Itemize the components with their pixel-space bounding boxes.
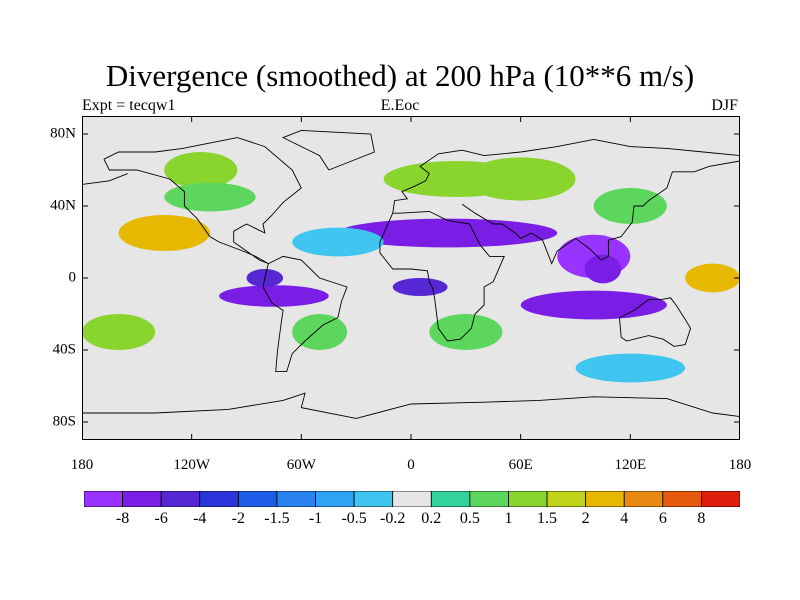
colorbar-cell	[315, 491, 355, 507]
colorbar-cell	[546, 491, 587, 507]
colorbar-cell	[585, 491, 625, 507]
contour-region	[219, 285, 329, 307]
x-tick-label: 180	[70, 457, 94, 473]
colorbar-cell	[237, 491, 278, 507]
colorbar-label: 8	[697, 510, 706, 527]
y-tick-label: 80N	[50, 125, 76, 142]
contour-region	[429, 314, 503, 350]
y-tick-label: 0	[68, 269, 77, 286]
colorbar-label: 2	[581, 510, 590, 527]
contour-region	[465, 157, 576, 201]
contour-region	[685, 263, 740, 293]
plot-title: Divergence (smoothed) at 200 hPa (10**6 …	[105, 58, 695, 93]
colorbar-cell	[623, 491, 664, 507]
experiment-label: Expt = tecqw1	[82, 97, 176, 114]
contour-region	[520, 290, 667, 320]
x-tick-label: 180	[728, 457, 752, 473]
colorbar-label: 0.2	[421, 510, 442, 527]
contour-region	[292, 314, 348, 350]
contour-region	[164, 182, 256, 212]
colorbar-cell	[662, 491, 702, 507]
contour-region	[118, 215, 210, 251]
colorbar-cell	[469, 491, 509, 507]
coastline	[281, 129, 375, 171]
contour-region	[575, 353, 686, 383]
colorbar-cell	[84, 491, 123, 507]
coastline	[262, 255, 348, 373]
colorbar-label: 1.5	[537, 510, 558, 527]
colorbar-label: -2	[231, 510, 246, 527]
contour-region	[593, 188, 667, 224]
coastline	[392, 138, 740, 214]
x-tick-label: 120E	[614, 457, 647, 473]
colorbar-cell	[701, 491, 740, 507]
colorbar-label: -6	[154, 510, 168, 527]
colorbar-cell	[392, 491, 432, 507]
colorbar-label: -0.2	[380, 510, 406, 527]
contour-region	[164, 152, 238, 188]
coastline	[461, 160, 740, 265]
contour-region	[392, 278, 448, 296]
colorbar-cell	[199, 491, 239, 507]
coastline	[82, 173, 128, 185]
map-ticks	[82, 116, 740, 440]
y-tick-label: 80S	[52, 413, 76, 430]
case-label: E.Eoc	[380, 97, 420, 114]
y-tick-label: 40S	[52, 341, 76, 358]
contour-region	[584, 254, 622, 284]
colorbar-label: -1	[308, 510, 323, 527]
divergence-contours	[82, 152, 740, 383]
colorbar-label: -4	[193, 510, 207, 527]
contour-region	[292, 227, 384, 257]
contour-region	[337, 218, 558, 248]
colorbar-label: 4	[620, 510, 629, 527]
x-tick-label: 60W	[286, 457, 316, 473]
x-tick-label: 0	[407, 457, 415, 473]
colorbar-label: -0.5	[341, 510, 367, 527]
season-label: DJF	[711, 97, 738, 114]
colorbar-cell	[122, 491, 162, 507]
colorbar-label: -8	[115, 510, 130, 527]
coastline	[618, 297, 692, 347]
colorbar-cell	[508, 491, 548, 507]
colorbar-cell	[353, 491, 394, 507]
colorbar-label: 0.5	[459, 510, 480, 527]
coastline	[103, 137, 302, 265]
colorbar-label: -1.5	[264, 510, 290, 527]
colorbar	[84, 491, 740, 507]
y-tick-label: 40N	[50, 197, 76, 214]
colorbar-cell	[430, 491, 471, 507]
contour-region	[82, 314, 156, 350]
colorbar-label: 1	[504, 510, 513, 527]
colorbar-label: 6	[658, 510, 667, 527]
coastline	[379, 210, 505, 342]
divergence-map	[82, 116, 740, 440]
x-tick-label: 60E	[508, 457, 533, 473]
coastlines	[82, 129, 740, 419]
colorbar-cell	[276, 491, 316, 507]
x-tick-label: 120W	[173, 457, 210, 473]
coastline	[82, 392, 740, 419]
colorbar-cell	[160, 491, 201, 507]
